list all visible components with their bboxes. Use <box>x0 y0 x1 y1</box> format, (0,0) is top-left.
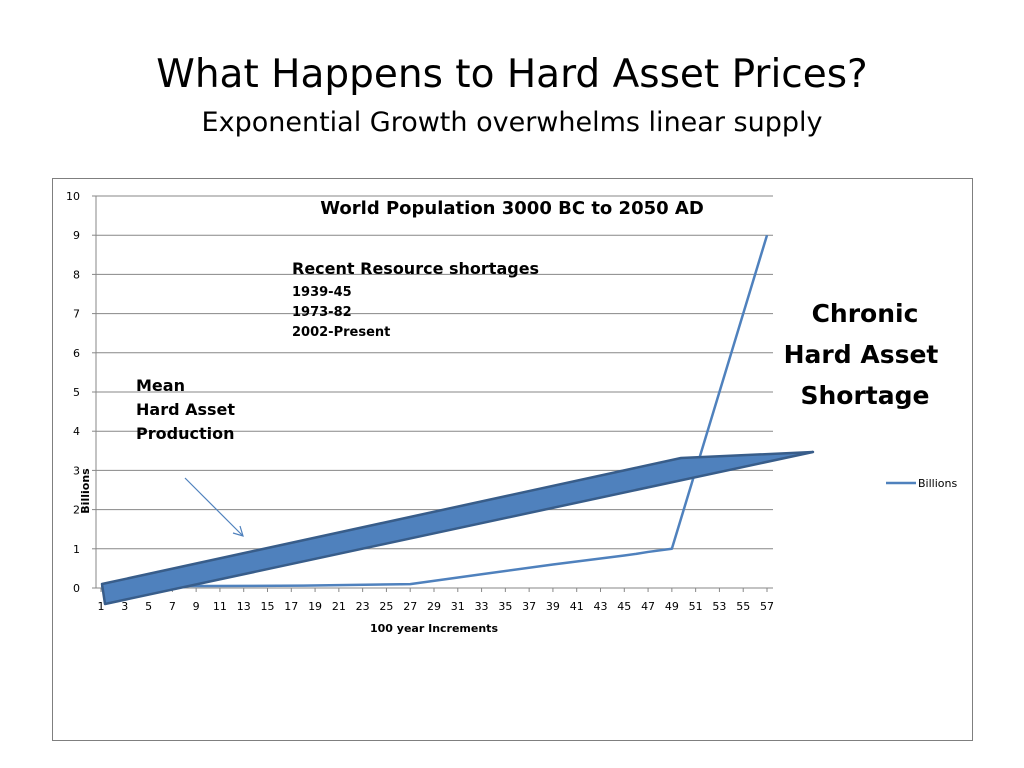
x-tick-label: 13 <box>237 600 251 613</box>
x-tick-label: 41 <box>570 600 584 613</box>
shortages-title: Recent Resource shortages <box>292 259 539 278</box>
x-tick-label: 19 <box>308 600 322 613</box>
y-tick-label: 10 <box>66 190 80 203</box>
y-tick-label: 5 <box>73 386 80 399</box>
x-tick-label: 37 <box>522 600 536 613</box>
x-tick-label: 35 <box>498 600 512 613</box>
hard-asset-band-layer <box>100 450 815 606</box>
x-tick-label: 11 <box>213 600 227 613</box>
x-tick-label: 45 <box>617 600 631 613</box>
x-tick-label: 7 <box>169 600 176 613</box>
slide-title: What Happens to Hard Asset Prices? <box>156 52 868 97</box>
y-tick-label: 0 <box>73 582 80 595</box>
x-tick-label: 3 <box>121 600 128 613</box>
mean-production-label: Mean <box>136 376 185 395</box>
grid-lines <box>92 195 773 589</box>
x-tick-label: 51 <box>689 600 703 613</box>
y-tick-label: 1 <box>73 543 80 556</box>
x-tick-label: 15 <box>261 600 275 613</box>
x-tick-label: 27 <box>403 600 417 613</box>
y-tick-label: 9 <box>73 229 80 242</box>
x-tick-label: 5 <box>145 600 152 613</box>
shortage-period: 1973-82 <box>292 305 352 320</box>
shortage-period: 2002-Present <box>292 325 390 340</box>
x-tick-label: 33 <box>475 600 489 613</box>
mean-production-arrow <box>184 477 244 537</box>
y-axis-title: Billions <box>79 468 92 514</box>
x-tick-label: 1 <box>98 600 105 613</box>
legend-label: Billions <box>918 477 957 490</box>
x-tick-label: 57 <box>760 600 774 613</box>
y-tick-label: 8 <box>73 268 80 281</box>
y-tick-label: 6 <box>73 347 80 360</box>
x-tick-label: 31 <box>451 600 465 613</box>
y-tick-labels: 0 1 2 3 4 5 6 7 8 9 10 <box>66 190 80 595</box>
x-tick-label: 25 <box>379 600 393 613</box>
x-tick-label: 55 <box>736 600 750 613</box>
mean-production-label: Hard Asset <box>136 400 235 419</box>
x-tick-label: 9 <box>193 600 200 613</box>
x-tick-label: 49 <box>665 600 679 613</box>
x-tick-label: 29 <box>427 600 441 613</box>
series-line <box>101 234 769 588</box>
shortage-period: 1939-45 <box>292 285 352 300</box>
x-tick-label: 23 <box>356 600 370 613</box>
chart-title: World Population 3000 BC to 2050 AD <box>320 198 704 219</box>
x-tick-label: 47 <box>641 600 655 613</box>
x-tick-label: 17 <box>284 600 298 613</box>
chronic-shortage-label: Shortage <box>801 381 930 410</box>
series-layer <box>101 234 769 588</box>
x-tick-label: 21 <box>332 600 346 613</box>
chart-legend: Billions <box>886 477 957 490</box>
y-tick-label: 3 <box>73 464 80 477</box>
mean-production-label: Production <box>136 424 234 443</box>
x-tick-label: 53 <box>712 600 726 613</box>
y-tick-label: 2 <box>73 504 80 517</box>
y-tick-label: 7 <box>73 308 80 321</box>
x-axis-title: 100 year Increments <box>370 622 498 635</box>
x-tick-label: 39 <box>546 600 560 613</box>
x-tick-labels: 1 3 5 7 9 11 13 15 17 19 21 23 25 27 29 31 33 35 37 39 41 43 4… <box>98 600 775 613</box>
chart-axes <box>95 196 773 592</box>
hard-asset-production-band <box>100 450 815 606</box>
chronic-shortage-label: Chronic <box>812 299 919 328</box>
chart-frame <box>52 178 973 741</box>
y-tick-label: 4 <box>73 425 80 438</box>
slide-subtitle: Exponential Growth overwhelms linear sup… <box>201 107 823 138</box>
chronic-shortage-label: Hard Asset <box>784 340 939 369</box>
arrow-head-icon <box>232 525 244 537</box>
x-tick-label: 43 <box>594 600 608 613</box>
